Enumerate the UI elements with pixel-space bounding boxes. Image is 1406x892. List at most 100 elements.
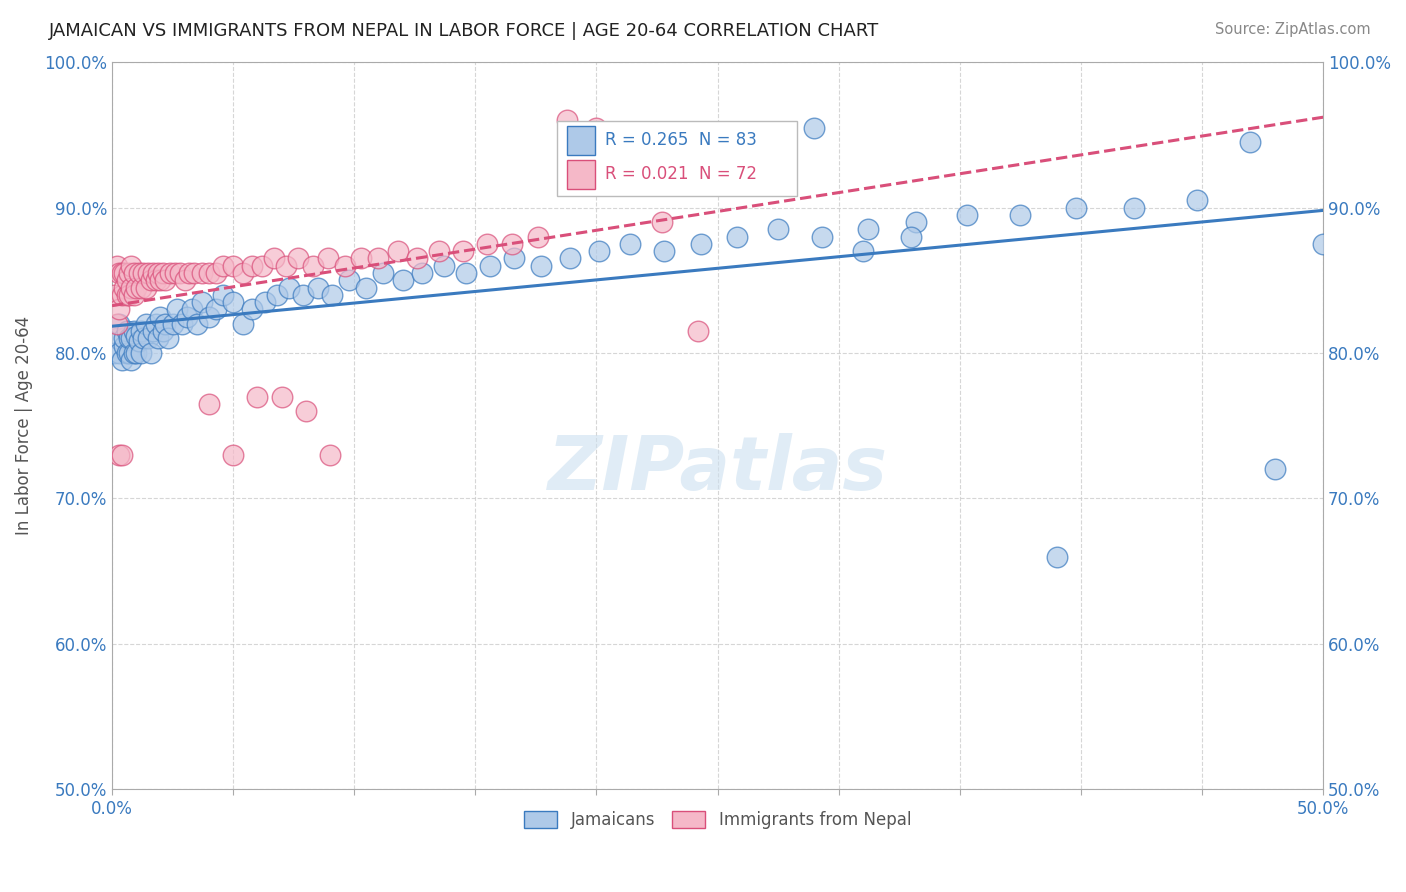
Point bbox=[149, 273, 172, 287]
Point bbox=[176, 310, 198, 324]
Point bbox=[105, 317, 128, 331]
Point bbox=[1185, 194, 1208, 208]
Point bbox=[118, 266, 141, 280]
Point bbox=[900, 229, 922, 244]
Point bbox=[142, 266, 165, 280]
Point bbox=[162, 317, 184, 331]
Point bbox=[155, 273, 177, 287]
Point bbox=[105, 259, 128, 273]
Point bbox=[152, 324, 174, 338]
Point bbox=[149, 310, 172, 324]
Point bbox=[112, 339, 135, 353]
Point bbox=[118, 331, 141, 345]
Point bbox=[198, 310, 221, 324]
Point bbox=[905, 215, 928, 229]
Point bbox=[115, 346, 138, 360]
Point bbox=[530, 259, 553, 273]
Point bbox=[411, 266, 433, 280]
Point bbox=[731, 135, 754, 149]
Point bbox=[246, 390, 269, 404]
Text: JAMAICAN VS IMMIGRANTS FROM NEPAL IN LABOR FORCE | AGE 20-64 CORRELATION CHART: JAMAICAN VS IMMIGRANTS FROM NEPAL IN LAB… bbox=[49, 22, 880, 40]
Point bbox=[292, 287, 315, 301]
Point bbox=[350, 252, 373, 266]
Point bbox=[478, 259, 501, 273]
Point bbox=[287, 252, 309, 266]
Point bbox=[373, 266, 395, 280]
Point bbox=[108, 266, 131, 280]
Point bbox=[146, 331, 169, 345]
Text: Source: ZipAtlas.com: Source: ZipAtlas.com bbox=[1215, 22, 1371, 37]
Point bbox=[302, 259, 325, 273]
Point bbox=[135, 317, 157, 331]
Point bbox=[108, 302, 131, 317]
Point bbox=[122, 287, 145, 301]
Point bbox=[427, 244, 450, 259]
Point bbox=[651, 215, 673, 229]
Text: R = 0.021  N = 72: R = 0.021 N = 72 bbox=[605, 165, 756, 184]
Point bbox=[115, 324, 138, 338]
Point bbox=[688, 324, 710, 338]
Point bbox=[222, 259, 245, 273]
Point bbox=[1239, 135, 1261, 149]
Point bbox=[139, 273, 162, 287]
Point bbox=[122, 346, 145, 360]
Point bbox=[198, 397, 221, 411]
Point bbox=[172, 317, 194, 331]
Point bbox=[253, 295, 276, 310]
Point bbox=[108, 448, 131, 462]
Point bbox=[856, 222, 879, 236]
Point bbox=[387, 244, 409, 259]
Point bbox=[129, 346, 152, 360]
Point bbox=[139, 346, 162, 360]
Point bbox=[166, 302, 188, 317]
Point bbox=[319, 448, 342, 462]
Point bbox=[451, 244, 474, 259]
Point bbox=[250, 259, 273, 273]
Point bbox=[186, 317, 208, 331]
Point bbox=[180, 302, 202, 317]
Point bbox=[242, 302, 264, 317]
Point bbox=[111, 287, 134, 301]
Point bbox=[477, 236, 499, 251]
Point bbox=[146, 266, 169, 280]
Text: ZIPatlas: ZIPatlas bbox=[547, 433, 887, 506]
Point bbox=[136, 331, 159, 345]
Point bbox=[803, 120, 825, 135]
Point bbox=[163, 266, 186, 280]
Point bbox=[501, 236, 523, 251]
Point bbox=[132, 266, 155, 280]
Point bbox=[689, 236, 711, 251]
Point bbox=[212, 287, 235, 301]
Point bbox=[205, 266, 228, 280]
Point bbox=[103, 287, 125, 301]
Point bbox=[155, 317, 177, 331]
Point bbox=[198, 266, 221, 280]
Point bbox=[145, 273, 167, 287]
Point bbox=[337, 273, 360, 287]
Point bbox=[120, 280, 142, 294]
Point bbox=[169, 266, 191, 280]
Point bbox=[205, 302, 228, 317]
Point bbox=[129, 324, 152, 338]
Point bbox=[108, 317, 131, 331]
Point bbox=[179, 266, 201, 280]
Point bbox=[356, 280, 378, 294]
Point bbox=[120, 331, 142, 345]
Point bbox=[129, 280, 152, 294]
Point bbox=[588, 244, 610, 259]
Point bbox=[333, 259, 356, 273]
Point bbox=[617, 142, 640, 156]
Point bbox=[527, 229, 550, 244]
Point bbox=[120, 353, 142, 368]
Point bbox=[406, 252, 429, 266]
Point bbox=[128, 334, 150, 349]
Point bbox=[294, 404, 316, 418]
Point bbox=[125, 346, 148, 360]
Point bbox=[111, 266, 134, 280]
Point bbox=[558, 252, 581, 266]
Point bbox=[152, 266, 174, 280]
Y-axis label: In Labor Force | Age 20-64: In Labor Force | Age 20-64 bbox=[15, 316, 32, 535]
Point bbox=[766, 222, 789, 236]
Point bbox=[270, 390, 292, 404]
Point bbox=[128, 266, 150, 280]
